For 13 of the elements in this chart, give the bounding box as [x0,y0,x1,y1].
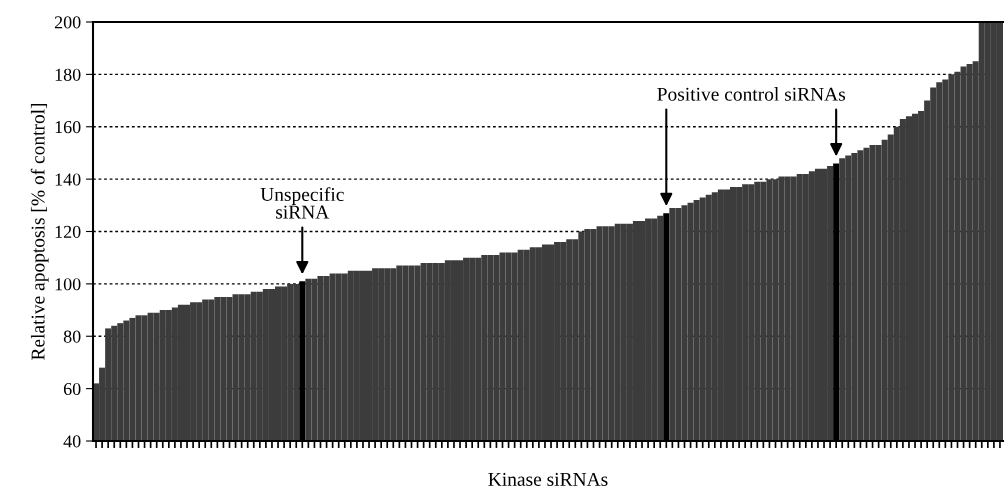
y-tick-label: 100 [55,278,81,291]
y-tick-label: 160 [55,121,81,134]
y-tick-label: 60 [63,382,81,396]
x-axis-title: Kinase siRNAs [488,472,608,486]
y-tick-label: 40 [63,435,81,448]
annotation: Unspecific siRNA [260,187,344,219]
y-tick-label: 200 [54,16,81,29]
y-tick-label: 140 [55,173,81,186]
y-tick-label: 180 [55,68,81,81]
y-tick-label: 120 [55,225,81,238]
y-tick-label: 80 [63,330,81,343]
annotation: Positive control siRNAs [657,87,846,101]
y-axis-title: Relative apoptosis [% of control] [30,103,49,360]
